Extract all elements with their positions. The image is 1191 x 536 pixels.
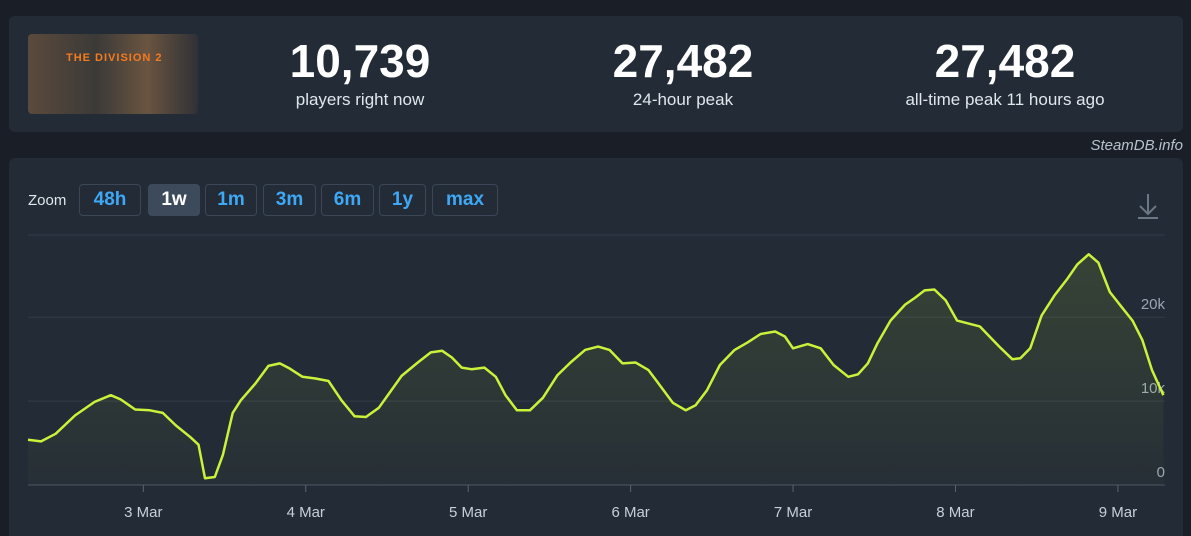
x-tick-label: 7 Mar: [774, 504, 812, 521]
x-tick-label: 9 Mar: [1099, 504, 1137, 521]
zoom-button[interactable]: 6m: [321, 184, 374, 216]
stats-card: THE DIVISION 2 10,739 players right now 27…: [9, 16, 1183, 132]
stat-label: players right now: [295, 90, 425, 109]
x-tick-label: 3 Mar: [124, 504, 162, 521]
stat-value: 27,482: [934, 35, 1076, 87]
zoom-button[interactable]: 3m: [263, 184, 316, 216]
zoom-button[interactable]: max: [432, 184, 498, 216]
zoom-button[interactable]: 1y: [379, 184, 426, 216]
stat: 10,739 players right now: [200, 36, 520, 110]
x-tick-label: 4 Mar: [287, 504, 325, 521]
stat-label: 24-hour peak: [632, 90, 734, 109]
x-tick-label: 6 Mar: [611, 504, 649, 521]
x-tick-label: 8 Mar: [936, 504, 974, 521]
y-tick-label: 20k: [1141, 296, 1166, 313]
stat: 27,482 24-hour peak: [523, 36, 843, 110]
stat-value: 27,482: [612, 35, 754, 87]
zoom-button[interactable]: 1w: [148, 184, 200, 216]
stat-label: all-time peak 11 hours ago: [905, 90, 1105, 109]
zoom-button[interactable]: 1m: [205, 184, 257, 216]
area: [28, 254, 1164, 485]
game-title: THE DIVISION 2: [66, 52, 163, 64]
stat: 27,482 all-time peak 11 hours ago: [845, 36, 1165, 110]
stat-value: 10,739: [289, 35, 431, 87]
zoom-label: Zoom: [28, 192, 67, 209]
watermark: SteamDB.info: [1090, 137, 1183, 154]
download-icon[interactable]: [1138, 194, 1158, 219]
line: [27, 253, 1165, 480]
x-tick-label: 5 Mar: [449, 504, 487, 521]
game-thumbnail: THE DIVISION 2: [28, 34, 198, 114]
zoom-button[interactable]: 48h: [79, 184, 141, 216]
